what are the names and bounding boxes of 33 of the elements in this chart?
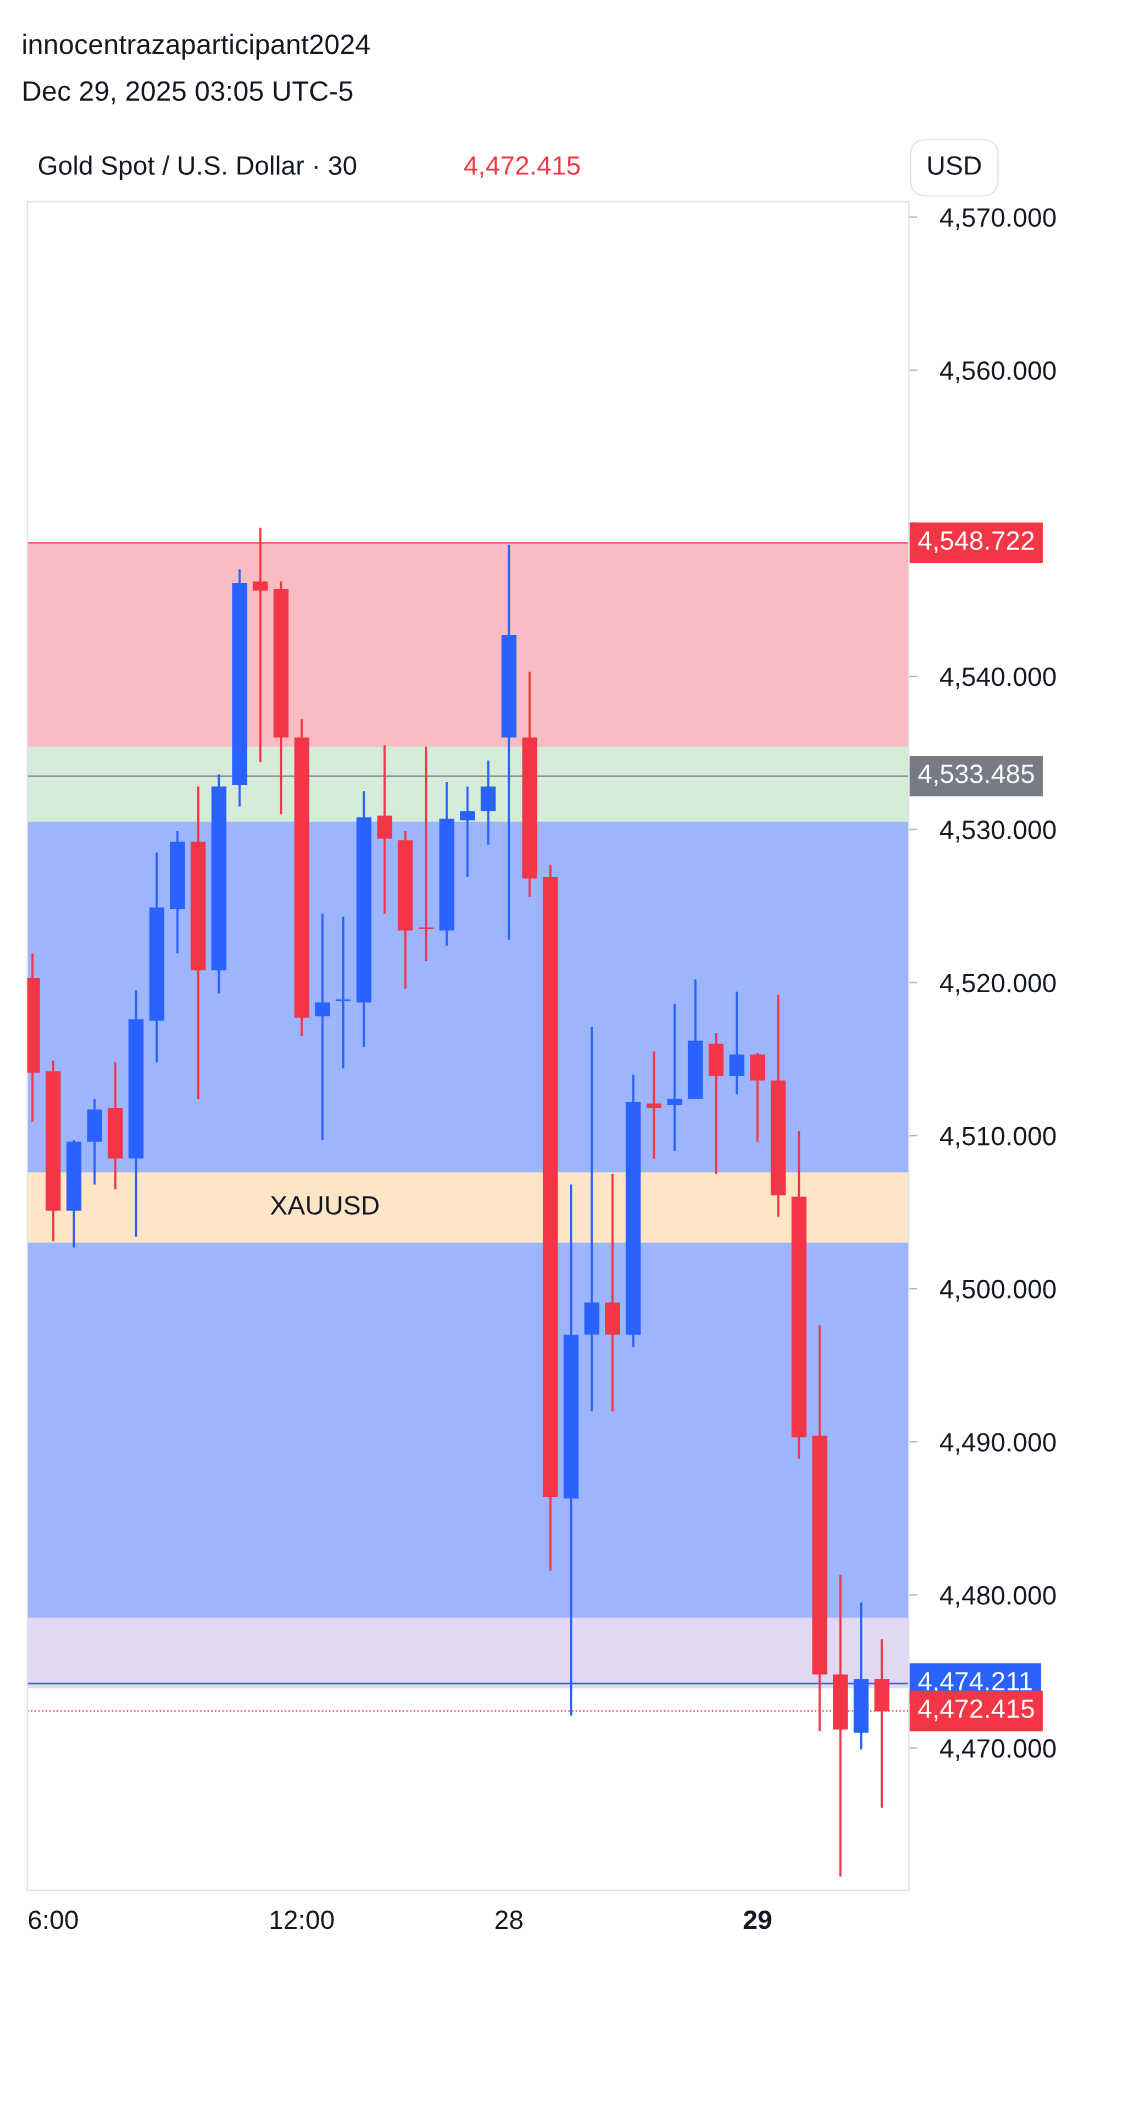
candlestick: [460, 785, 475, 879]
candlestick: [377, 744, 393, 915]
candlestick: [315, 912, 330, 1142]
y-tick-label: 4,560.000: [939, 361, 1056, 384]
candlestick: [584, 1025, 600, 1413]
y-tick-label: 4,530.000: [939, 820, 1056, 843]
x-tick-label: 28: [495, 1910, 523, 1930]
chart-subtitle: Dec 29, 2025 03:05 UTC-5: [23, 81, 353, 105]
y-tick-label: 4,510.000: [939, 1126, 1056, 1149]
y-tick-label: 4,470.000: [939, 1739, 1056, 1761]
ref-line-label: 4,548.722: [918, 531, 1034, 554]
y-tick-label: 4,570.000: [939, 208, 1056, 231]
candlestick: [418, 745, 434, 963]
ref-line-label: 4,474.211: [918, 1671, 1032, 1694]
text: 4,472.415: [464, 156, 580, 178]
ref-line-label: 4,472.415: [918, 1699, 1034, 1722]
band-label: XAUUSD: [270, 1195, 379, 1215]
candlestick: [667, 1002, 683, 1153]
candlestick: [335, 915, 351, 1070]
ref-line-label: 4,533.485: [918, 764, 1034, 787]
x-tick-label: 6:00: [28, 1910, 78, 1930]
y-tick-label: 4,490.000: [939, 1432, 1056, 1455]
text: USD: [928, 156, 981, 175]
text: Gold Spot / U.S. Dollar · 30: [38, 155, 357, 181]
x-tick-label: 29: [743, 1910, 772, 1930]
y-tick-label: 4,520.000: [939, 973, 1056, 996]
y-tick-label: 4,480.000: [939, 1586, 1056, 1608]
candlestick: [646, 1050, 662, 1160]
y-tick-label: 4,540.000: [939, 667, 1056, 690]
candlestick: [729, 990, 745, 1096]
x-tick-label: 12:00: [270, 1910, 334, 1930]
chart-title: innocentrazaparticipant2024: [23, 33, 370, 60]
y-tick-label: 4,500.000: [939, 1279, 1056, 1302]
